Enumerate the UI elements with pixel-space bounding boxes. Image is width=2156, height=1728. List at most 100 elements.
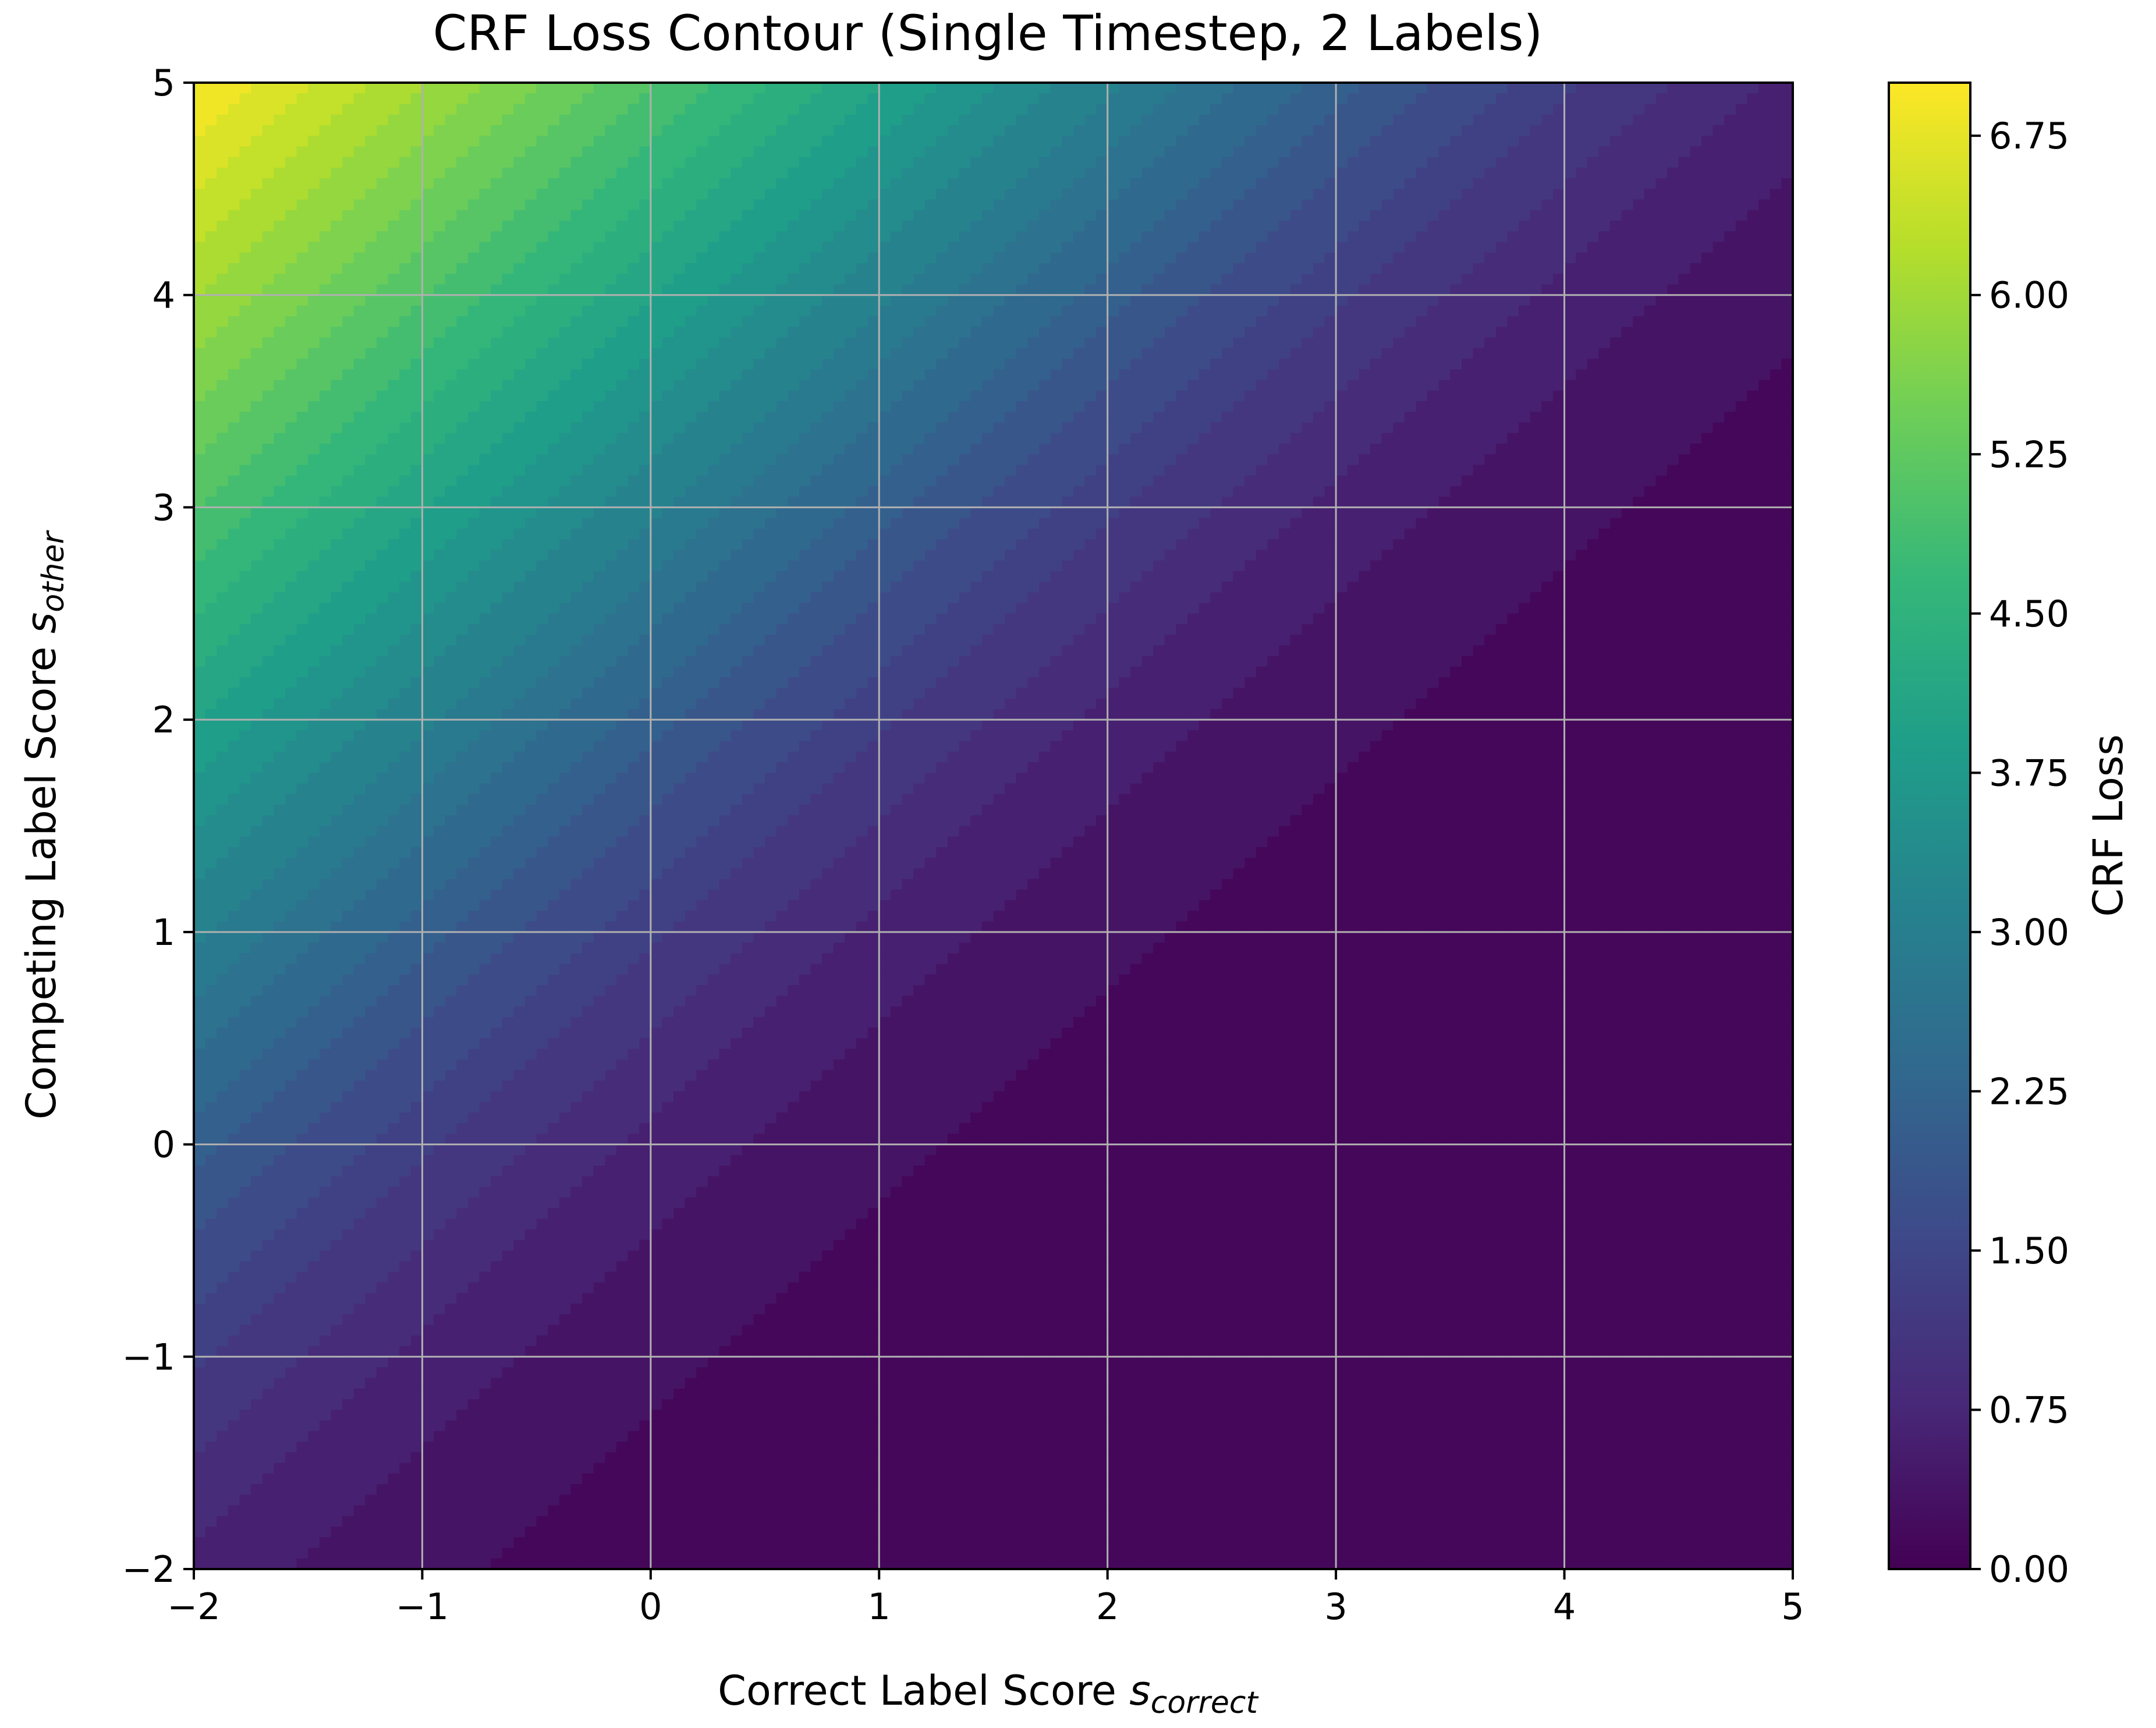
heatmap-cell: [1438, 231, 1451, 243]
heatmap-cell: [788, 221, 800, 232]
heatmap-cell: [605, 157, 617, 168]
heatmap-cell: [731, 93, 743, 105]
heatmap-cell: [1038, 231, 1051, 243]
heatmap-cell: [1027, 242, 1040, 253]
heatmap-cell: [902, 210, 914, 221]
heatmap-cell: [1495, 284, 1508, 296]
heatmap-cell: [981, 263, 994, 275]
heatmap-cell: [251, 231, 263, 243]
heatmap-cell: [1187, 369, 1200, 381]
heatmap-cell: [365, 422, 377, 434]
heatmap-cell: [205, 359, 218, 370]
heatmap-cell: [902, 401, 914, 413]
heatmap-cell: [582, 210, 594, 221]
heatmap-cell: [353, 189, 366, 200]
heatmap-cell: [765, 454, 777, 466]
heatmap-cell: [776, 93, 789, 105]
heatmap-cell: [410, 433, 423, 444]
heatmap-cell: [1438, 221, 1451, 232]
heatmap-cell: [1141, 167, 1154, 179]
heatmap-cell: [1701, 252, 1714, 264]
heatmap-cell: [1667, 444, 1679, 455]
heatmap-cell: [217, 380, 229, 391]
heatmap-cell: [1461, 136, 1474, 147]
heatmap-cell: [1130, 295, 1143, 306]
heatmap-cell: [1290, 380, 1303, 391]
heatmap-cell: [924, 305, 937, 317]
heatmap-cell: [719, 274, 732, 285]
heatmap-cell: [274, 178, 286, 190]
heatmap-cell: [205, 83, 218, 94]
heatmap-cell: [467, 359, 480, 370]
heatmap-cell: [1164, 359, 1177, 370]
heatmap-cell: [1507, 327, 1519, 338]
heatmap-cell: [1279, 104, 1291, 115]
heatmap-cell: [1450, 369, 1462, 381]
heatmap-cell: [993, 380, 1005, 391]
heatmap-cell: [434, 114, 446, 126]
heatmap-cell: [1130, 167, 1143, 179]
heatmap-cell: [1107, 327, 1120, 338]
heatmap-cell: [799, 178, 811, 190]
heatmap-cell: [1576, 422, 1588, 434]
heatmap-cell: [1164, 210, 1177, 221]
heatmap-cell: [1587, 146, 1600, 158]
heatmap-cell: [1644, 359, 1657, 370]
heatmap-cell: [799, 274, 811, 285]
heatmap-cell: [1712, 412, 1725, 423]
heatmap-cell: [422, 93, 434, 105]
heatmap-cell: [491, 199, 503, 211]
heatmap-cell: [376, 263, 389, 275]
heatmap-cell: [491, 114, 503, 126]
heatmap-cell: [1290, 390, 1303, 402]
heatmap-cell: [285, 444, 297, 455]
heatmap-cell: [1084, 401, 1097, 413]
heatmap-cell: [479, 210, 491, 221]
heatmap-cell: [1381, 221, 1394, 232]
heatmap-cell: [924, 444, 937, 455]
heatmap-cell: [662, 348, 674, 359]
heatmap-cell: [1712, 295, 1725, 306]
heatmap-cell: [1712, 252, 1725, 264]
heatmap-cell: [1050, 189, 1063, 200]
heatmap-cell: [456, 348, 469, 359]
heatmap-cell: [845, 359, 857, 370]
heatmap-cell: [1359, 83, 1371, 94]
heatmap-cell: [445, 83, 458, 94]
heatmap-cell: [1244, 444, 1257, 455]
heatmap-cell: [833, 199, 846, 211]
heatmap-cell: [1279, 295, 1291, 306]
heatmap-cell: [525, 412, 537, 423]
heatmap-cell: [365, 305, 377, 317]
heatmap-cell: [1198, 422, 1211, 434]
heatmap-cell: [1507, 210, 1519, 221]
heatmap-cell: [1119, 412, 1131, 423]
heatmap-cell: [1347, 231, 1360, 243]
heatmap-cell: [1735, 210, 1748, 221]
heatmap-cell: [810, 104, 822, 115]
heatmap-cell: [1256, 422, 1268, 434]
heatmap-cell: [559, 221, 572, 232]
heatmap-cell: [924, 178, 937, 190]
heatmap-cell: [1678, 136, 1691, 147]
heatmap-cell: [1302, 221, 1314, 232]
heatmap-cell: [1244, 316, 1257, 328]
heatmap-cell: [639, 136, 651, 147]
heatmap-cell: [308, 157, 320, 168]
heatmap-cell: [353, 348, 366, 359]
heatmap-cell: [1027, 189, 1040, 200]
heatmap-cell: [1062, 93, 1074, 105]
heatmap-cell: [1141, 348, 1154, 359]
heatmap-cell: [1770, 401, 1782, 413]
heatmap-cell: [1530, 114, 1542, 126]
heatmap-cell: [1724, 263, 1736, 275]
heatmap-cell: [1096, 401, 1108, 413]
heatmap-cell: [948, 274, 960, 285]
heatmap-cell: [536, 401, 549, 413]
heatmap-cell: [788, 274, 800, 285]
heatmap-cell: [696, 146, 708, 158]
heatmap-cell: [1221, 274, 1234, 285]
heatmap-cell: [1381, 327, 1394, 338]
heatmap-cell: [582, 252, 594, 264]
heatmap-cell: [867, 348, 880, 359]
